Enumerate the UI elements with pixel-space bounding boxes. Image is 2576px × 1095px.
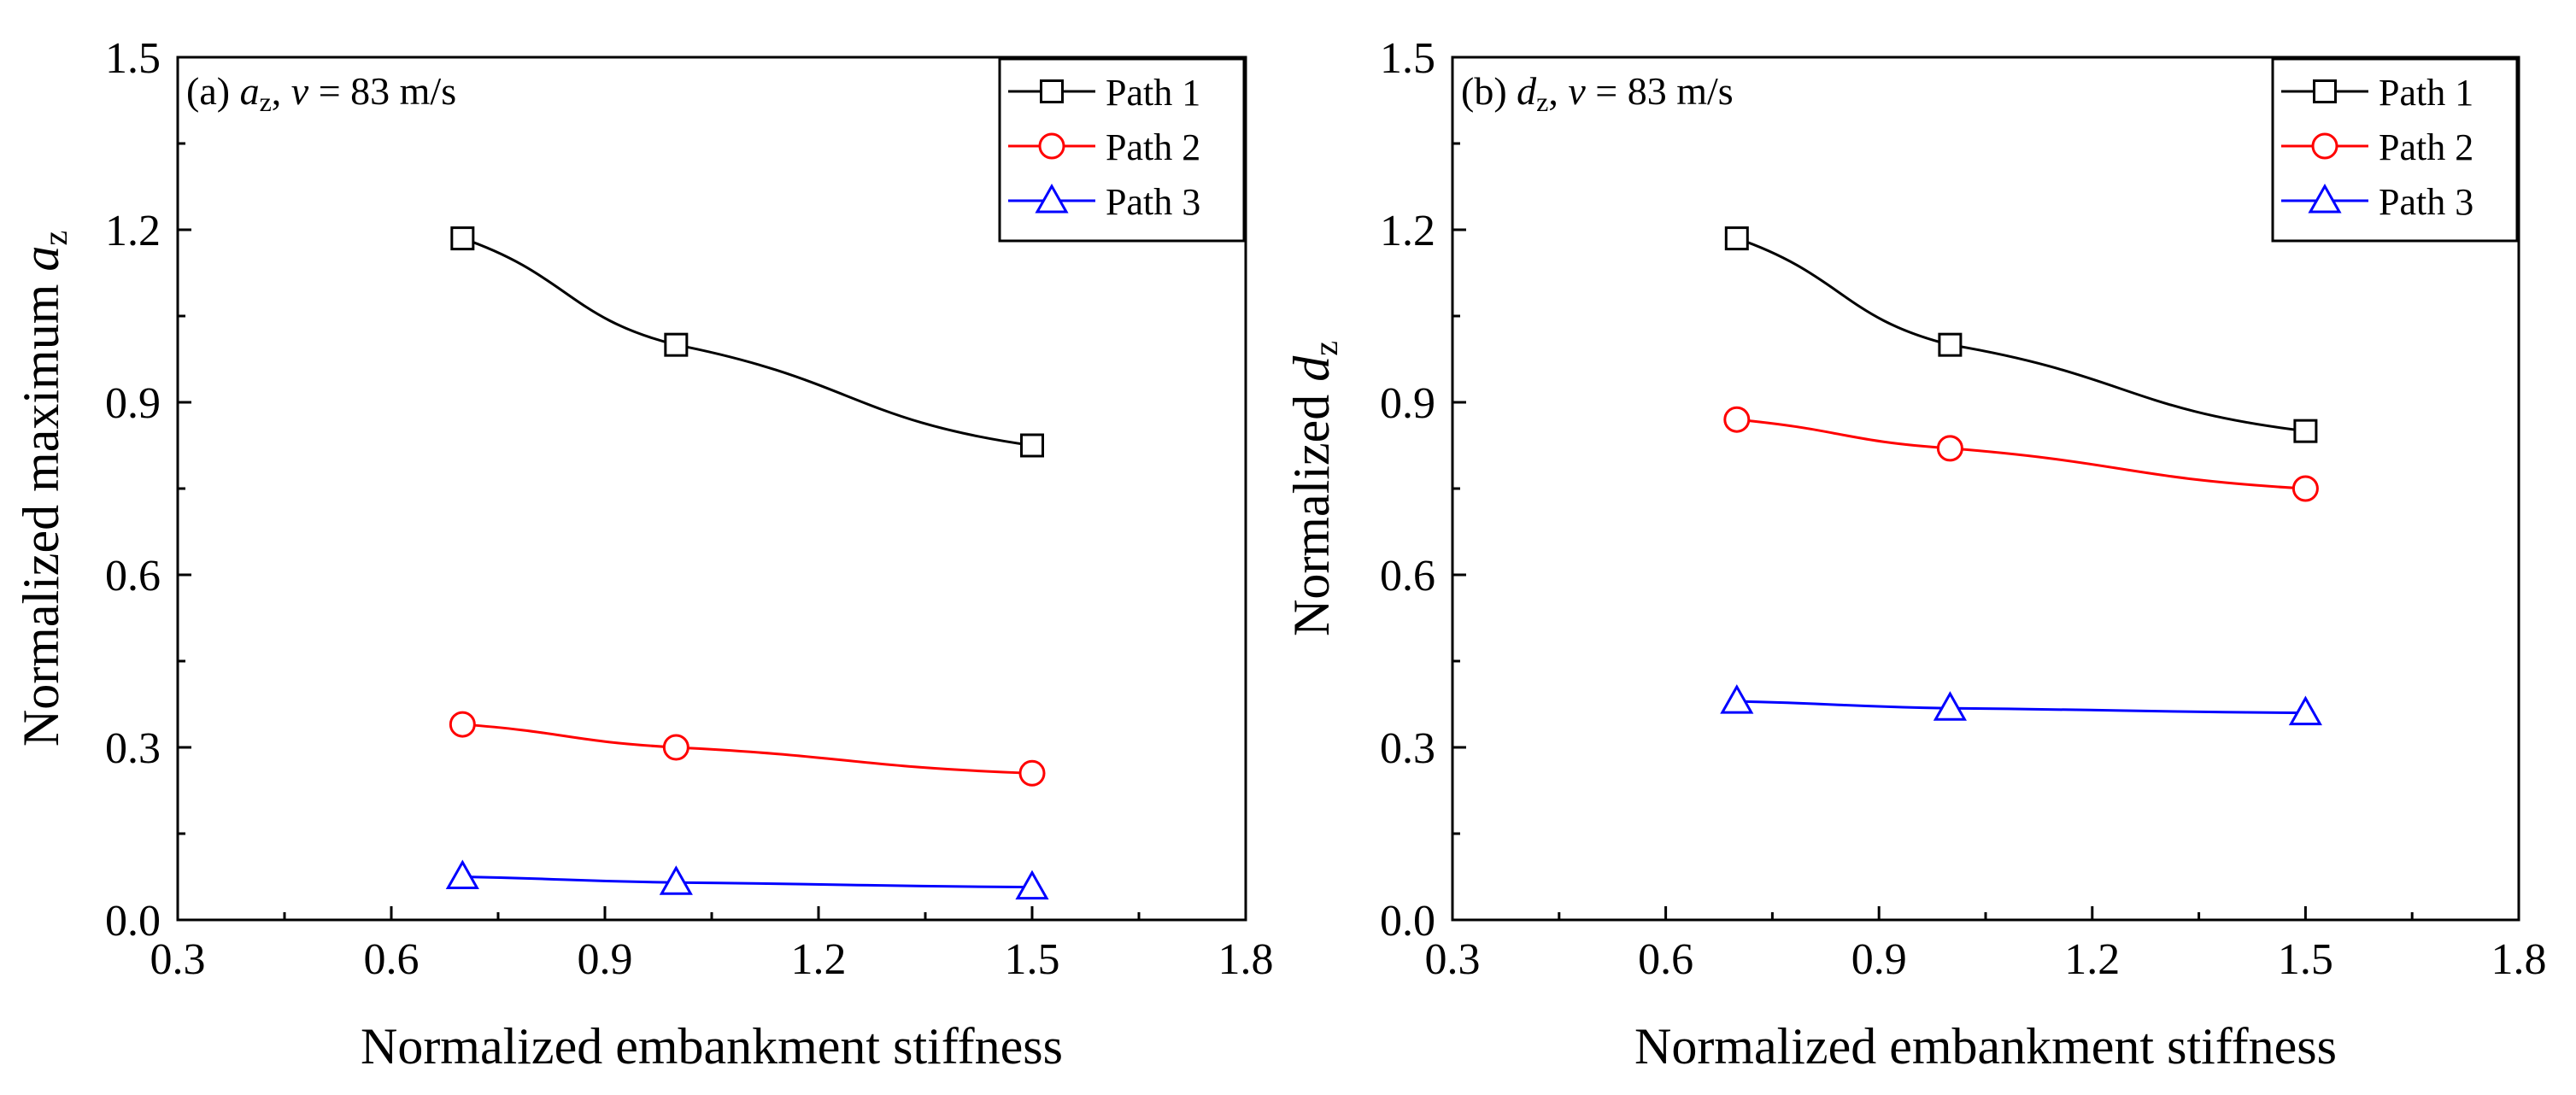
y-axis-title: Normalized maximum az — [13, 231, 74, 747]
y-tick-label: 1.5 — [1380, 34, 1435, 83]
y-tick-label: 1.5 — [105, 34, 161, 83]
chart-panel-a: 0.3 0.6 0.9 1.2 1.5 1.80.00.30.60.91.21.5Norm… — [13, 34, 1274, 1075]
data-point — [1018, 759, 1046, 787]
legend-item: Path 1 — [2281, 72, 2473, 114]
legend-label: Path 1 — [1106, 72, 1200, 114]
x-tick-label: 1.5 — [2278, 935, 2333, 984]
legend-label: Path 3 — [2379, 181, 2473, 223]
x-tick-label: 0.6 — [1638, 935, 1693, 984]
legend-marker — [1040, 79, 1064, 103]
legend-marker — [2308, 183, 2342, 214]
data-point — [2288, 695, 2322, 726]
series-line — [1736, 700, 2306, 715]
data-point — [1936, 435, 1963, 462]
data-point — [1933, 691, 1967, 721]
legend-marker — [2311, 132, 2338, 160]
legend: Path 1 Path 2 Path 3 — [998, 57, 1246, 243]
legend-marker — [1038, 132, 1065, 160]
legend-label: Path 2 — [2379, 126, 2473, 168]
legend-item: Path 1 — [1008, 72, 1200, 114]
series-path-1 — [1724, 226, 2318, 443]
legend: Path 1 Path 2 Path 3 — [2271, 57, 2519, 243]
x-axis-title: Normalized embankment stiffness — [1634, 1018, 2337, 1075]
data-point — [1020, 433, 1044, 458]
y-tick-label: 0.3 — [105, 724, 161, 773]
series-path-1 — [450, 226, 1044, 458]
y-tick-label: 0.0 — [105, 897, 161, 946]
panel-label: (a) az, v = 83 m/s — [186, 69, 456, 117]
x-tick-label: 1.5 — [1005, 935, 1060, 984]
data-point — [1724, 226, 1749, 251]
y-tick-label: 1.2 — [105, 207, 161, 255]
x-axis-title: Normalized embankment stiffness — [361, 1018, 1063, 1075]
legend-marker — [2313, 79, 2337, 103]
x-tick-label: 0.9 — [1851, 935, 1907, 984]
y-tick-label: 0.6 — [1380, 552, 1435, 600]
data-point — [1723, 406, 1751, 433]
series-path-3 — [1720, 684, 2322, 726]
legend-label: Path 1 — [2379, 72, 2473, 114]
series-line — [462, 875, 1033, 889]
data-point — [2293, 419, 2318, 443]
legend-label: Path 2 — [1106, 126, 1200, 168]
legend-item: Path 3 — [1008, 181, 1200, 223]
y-tick-label: 0.9 — [1380, 379, 1435, 428]
series-line — [1736, 418, 2306, 490]
data-point — [659, 865, 693, 895]
x-tick-label: 0.6 — [364, 935, 420, 984]
data-point — [1720, 684, 1754, 714]
series-path-3 — [445, 859, 1049, 900]
y-axis-title: Normalized dz — [1283, 341, 1345, 636]
data-point — [662, 734, 689, 761]
x-tick-label: 1.2 — [791, 935, 847, 984]
data-point — [450, 226, 475, 251]
x-tick-label: 0.3 — [1425, 935, 1481, 984]
chart-panel-b: 0.3 0.6 0.9 1.2 1.5 1.80.00.30.60.91.21.5Norm… — [1283, 34, 2547, 1075]
data-point — [1015, 870, 1049, 900]
x-tick-label: 1.2 — [2064, 935, 2120, 984]
series-line — [1736, 237, 2306, 433]
series-line — [461, 237, 1033, 447]
legend-item: Path 3 — [2281, 181, 2473, 223]
series-line — [462, 723, 1033, 775]
data-point — [1938, 332, 1963, 357]
y-tick-label: 0.0 — [1380, 897, 1435, 946]
y-tick-label: 0.6 — [105, 552, 161, 600]
series-path-2 — [449, 711, 1046, 787]
y-tick-label: 1.2 — [1380, 207, 1435, 255]
y-tick-label: 0.3 — [1380, 724, 1435, 773]
legend-marker — [1035, 183, 1069, 214]
x-tick-label: 1.8 — [2491, 935, 2547, 984]
x-tick-label: 0.3 — [150, 935, 206, 984]
x-tick-label: 1.8 — [1218, 935, 1274, 984]
data-point — [445, 859, 479, 889]
x-tick-label: 0.9 — [578, 935, 633, 984]
data-point — [449, 711, 476, 738]
data-point — [664, 332, 689, 357]
legend-item: Path 2 — [1008, 126, 1200, 168]
panel-label: (b) dz, v = 83 m/s — [1461, 69, 1734, 117]
series-path-2 — [1723, 406, 2319, 502]
legend-label: Path 3 — [1106, 181, 1200, 223]
legend-item: Path 2 — [2281, 126, 2473, 168]
data-point — [2291, 475, 2319, 502]
y-tick-label: 0.9 — [105, 379, 161, 428]
